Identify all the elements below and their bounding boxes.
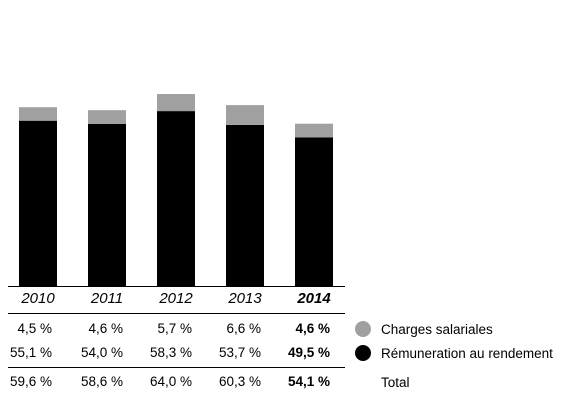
legend-swatch-charges [355,321,371,337]
bar-remuneration-2013 [226,124,264,287]
bar-remuneration-2011 [88,124,126,286]
bar-charges-2011 [88,110,126,124]
year-label-2014: 2014 [297,290,331,307]
cell-total-2014: 54,1 % [287,374,330,389]
cell-charges-2011: 4,6 % [88,321,123,336]
bar-charges-2014 [295,123,333,138]
cell-total-2013: 60,3 % [218,374,261,389]
table-row-charges: 4,5 % 4,6 % 5,7 % 6,6 % 4,6 % [0,321,345,339]
cell-charges-2012: 5,7 % [157,321,192,336]
legend-item-total: Total [355,372,410,392]
table-divider-top [8,313,345,314]
bar-remuneration-2010 [19,120,57,286]
bar-charges-2010 [19,107,57,121]
year-axis: 2010 2011 2012 2013 2014 [0,290,345,312]
cell-total-2012: 64,0 % [149,374,192,389]
cell-charges-2014: 4,6 % [295,321,330,336]
cell-charges-2013: 6,6 % [226,321,261,336]
cell-charges-2010: 4,5 % [17,321,52,336]
stacked-bar-chart [8,94,345,287]
cell-total-2011: 58,6 % [80,374,123,389]
table-divider-total [8,367,345,368]
bar-remuneration-2012 [157,111,195,286]
table-row-total: 59,6 % 58,6 % 64,0 % 60,3 % 54,1 % [0,374,345,392]
year-label-2013: 2013 [228,290,262,307]
legend-label-charges: Charges salariales [381,321,493,337]
bar-charges-2013 [226,105,264,125]
bar-remuneration-2014 [295,137,333,286]
legend-label-total: Total [381,374,410,390]
legend-label-remuneration: Rémuneration au rendement [381,345,553,361]
cell-remuneration-2013: 53,7 % [218,345,261,360]
bar-charges-2012 [157,94,195,112]
cell-remuneration-2012: 58,3 % [149,345,192,360]
cell-remuneration-2014: 49,5 % [287,345,330,360]
legend-item-charges: Charges salariales [355,319,493,339]
cell-remuneration-2010: 55,1 % [9,345,52,360]
year-label-2010: 2010 [21,290,55,307]
year-label-2012: 2012 [159,290,193,307]
cell-remuneration-2011: 54,0 % [80,345,123,360]
year-label-2011: 2011 [90,290,124,307]
legend-swatch-remuneration [355,345,371,361]
cell-total-2010: 59,6 % [9,374,52,389]
table-row-remuneration: 55,1 % 54,0 % 58,3 % 53,7 % 49,5 % [0,345,345,363]
legend-item-remuneration: Rémuneration au rendement [355,343,553,363]
